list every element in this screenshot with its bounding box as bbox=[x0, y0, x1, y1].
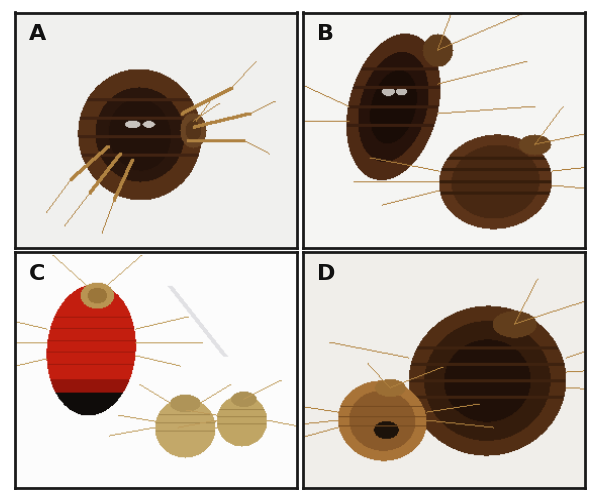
Text: D: D bbox=[317, 264, 335, 284]
Text: B: B bbox=[317, 24, 334, 44]
Text: C: C bbox=[29, 264, 46, 284]
Text: A: A bbox=[29, 24, 46, 44]
